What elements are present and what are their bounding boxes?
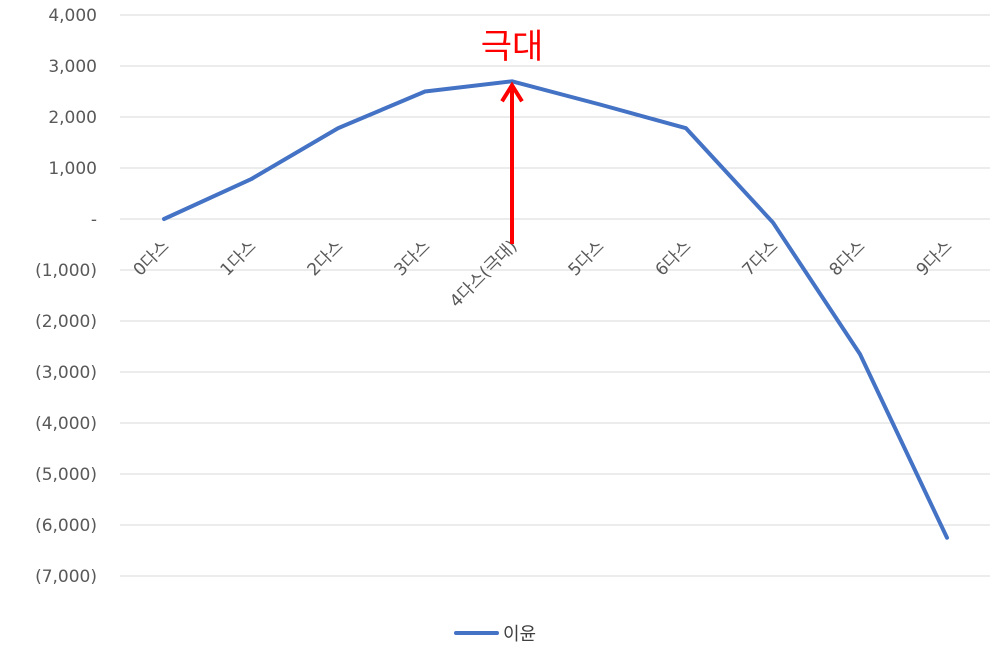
annotation: 극대: [481, 27, 544, 244]
x-tick-label: 9다스: [913, 236, 957, 280]
legend: 이윤: [454, 624, 536, 645]
y-tick-label: (4,000): [35, 414, 97, 434]
y-tick-label: -: [91, 210, 97, 230]
max-annotation-label: 극대: [481, 27, 544, 67]
x-tick-label: 6다스: [652, 236, 696, 280]
y-tick-label: 1,000: [48, 159, 97, 179]
series-lines: [162, 79, 949, 540]
y-tick-label: (3,000): [35, 363, 97, 383]
y-tick-label: 2,000: [48, 108, 97, 128]
x-tick-label: 3다스: [391, 236, 435, 280]
x-tick-label: 0다스: [130, 236, 174, 280]
x-tick-label: 2다스: [304, 236, 348, 280]
series-line-0: [162, 79, 949, 540]
gridlines: [120, 14, 990, 577]
x-axis-ticks: 0다스 1다스 2다스 3다스 4다스(극대) 5다스 6다스 7다스 8다스 9다스: [130, 236, 957, 311]
x-tick-label: 8다스: [826, 236, 870, 280]
y-tick-label: (6,000): [35, 516, 97, 536]
max-arrowhead: [500, 81, 524, 103]
x-tick-label: 7다스: [739, 236, 783, 280]
y-axis-ticks: 4,000 3,000 2,000 1,000 - (1,000) (2,000) (3,00…: [35, 6, 97, 587]
legend-label-profit: 이윤: [503, 624, 536, 645]
x-tick-label: 1다스: [217, 236, 261, 280]
y-tick-label: (5,000): [35, 465, 97, 485]
x-tick-label: 4다스(극대): [446, 236, 521, 311]
y-tick-label: (1,000): [35, 261, 97, 281]
y-tick-label: (2,000): [35, 312, 97, 332]
y-tick-label: (7,000): [35, 567, 97, 587]
y-tick-label: 3,000: [48, 57, 97, 77]
y-tick-label: 4,000: [48, 6, 97, 26]
x-tick-label: 5다스: [565, 236, 609, 280]
